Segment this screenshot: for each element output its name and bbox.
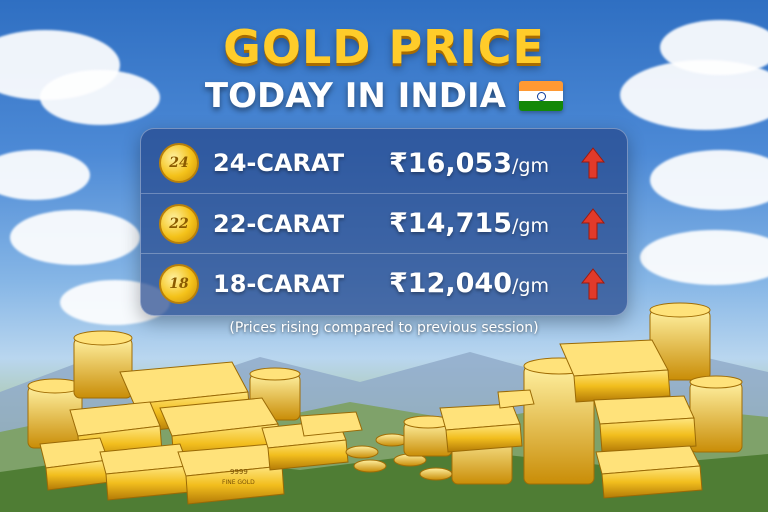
price-panel: 24 24-CARAT ₹16,053/gm 22 22-CARAT ₹14,7… xyxy=(140,128,628,316)
trend-up-arrow-icon xyxy=(581,147,605,179)
price-value: ₹14,715/gm xyxy=(389,208,549,239)
subtitle-row: TODAY IN INDIA xyxy=(0,76,768,116)
price-value: ₹16,053/gm xyxy=(389,147,549,179)
gold-coin-icon: 24 xyxy=(159,143,199,183)
trend-up-arrow-icon xyxy=(581,207,605,239)
cloud xyxy=(650,150,768,210)
rate-row-24: 24 24-CARAT ₹16,053/gm xyxy=(141,133,627,193)
carat-label: 24-CARAT xyxy=(213,149,345,177)
rate-row-22: 22 22-CARAT ₹14,715/gm xyxy=(141,193,627,253)
carat-label: 18-CARAT xyxy=(213,269,345,298)
hills-landscape xyxy=(0,347,768,512)
cloud xyxy=(640,230,768,285)
gold-coin-icon: 22 xyxy=(159,203,199,244)
page-title: GOLD PRICE xyxy=(223,20,545,74)
cloud xyxy=(0,150,90,200)
cloud xyxy=(10,210,140,265)
cloud xyxy=(660,20,768,75)
price-value: ₹12,040/gm xyxy=(389,268,549,299)
rate-row-18: 18 18-CARAT ₹12,040/gm xyxy=(141,253,627,313)
page-subtitle: TODAY IN INDIA xyxy=(204,76,506,116)
trend-up-arrow-icon xyxy=(581,267,605,299)
gold-coin-icon: 18 xyxy=(159,263,199,304)
cloud xyxy=(40,70,160,125)
carat-label: 22-CARAT xyxy=(213,209,345,238)
price-note: (Prices rising compared to previous sess… xyxy=(229,320,539,336)
india-flag-icon xyxy=(519,81,564,111)
